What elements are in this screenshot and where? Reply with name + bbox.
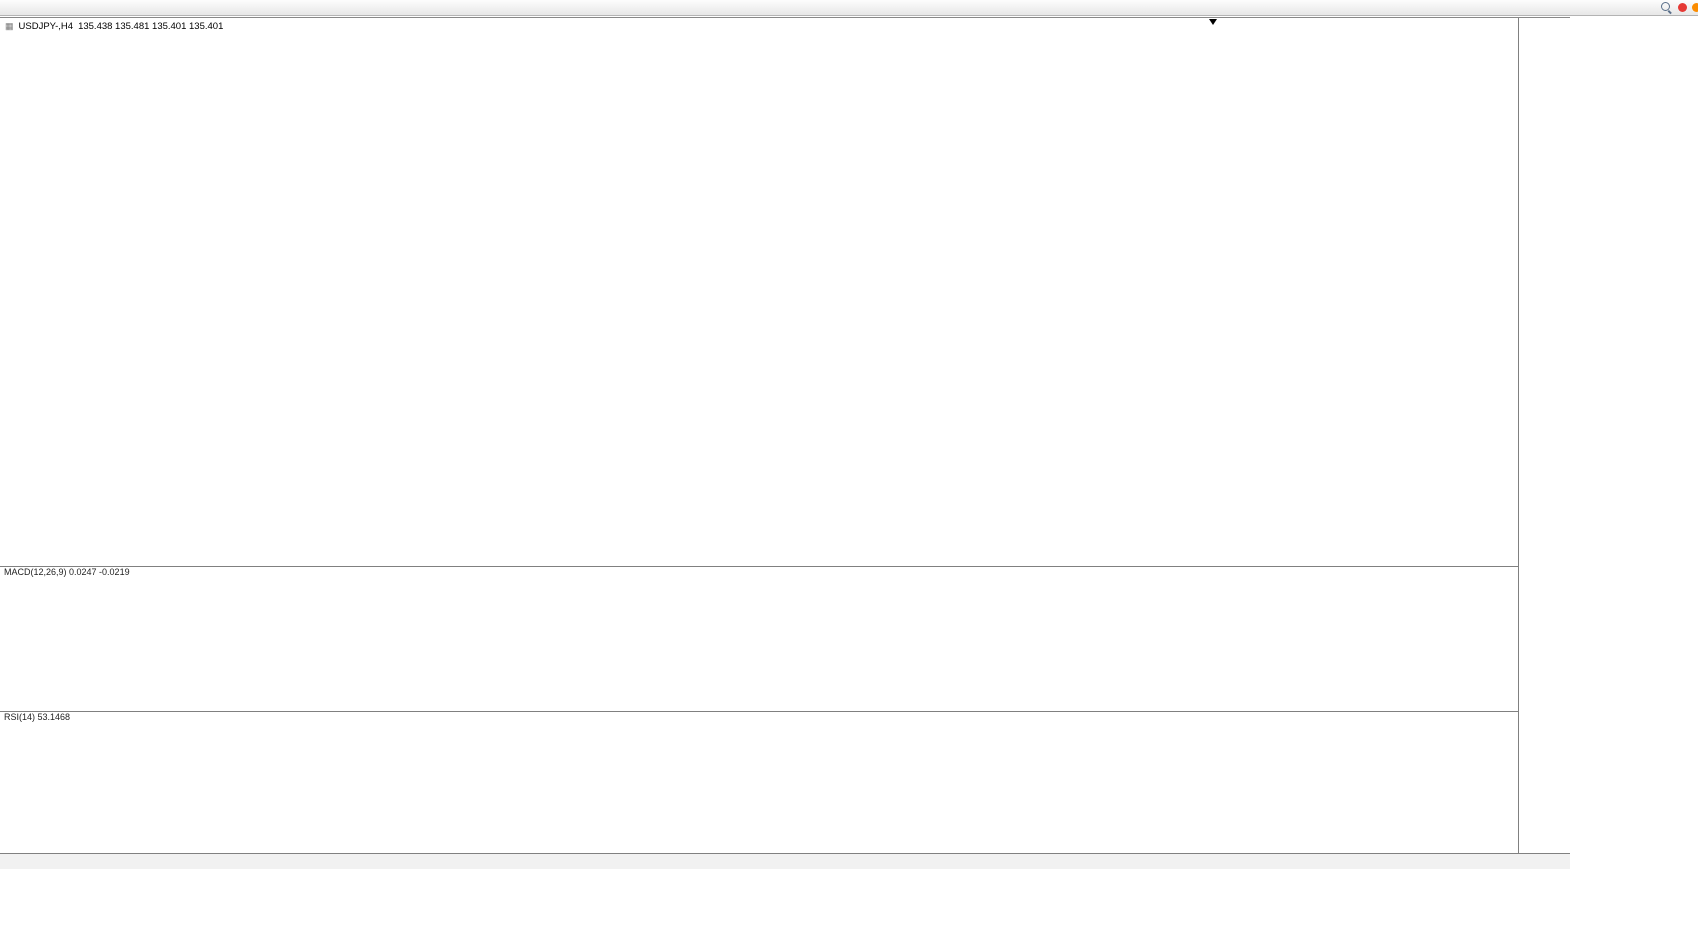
macd-indicator-label: MACD(12,26,9) 0.0247 -0.0219 [4,567,130,577]
search-icon[interactable] [1660,1,1673,14]
connection-status-orange-icon [1692,3,1698,12]
connection-status-red-icon [1678,3,1687,12]
rsi-panel-canvas[interactable] [0,18,1518,160]
toolbar-right-group [1660,1,1698,14]
symbol-period-label: USDJPY-,H4 [18,21,74,32]
current-bar-marker-icon [1209,19,1217,25]
rsi-panel-separator[interactable] [0,711,1570,712]
macd-panel-separator[interactable] [0,566,1570,567]
ohlc-values: 135.438 135.481 135.401 135.401 [78,21,224,32]
time-axis[interactable] [0,853,1570,869]
symbol-info-line: ▦ USDJPY-,H4 135.438 135.481 135.401 135… [5,21,223,32]
price-scale[interactable] [1518,18,1570,853]
rsi-indicator-label: RSI(14) 53.1468 [4,712,71,722]
chart-mini-icon: ▦ [5,21,14,31]
toolbar [0,0,1698,16]
chart-window: ▦ USDJPY-,H4 135.438 135.481 135.401 135… [0,17,1570,869]
